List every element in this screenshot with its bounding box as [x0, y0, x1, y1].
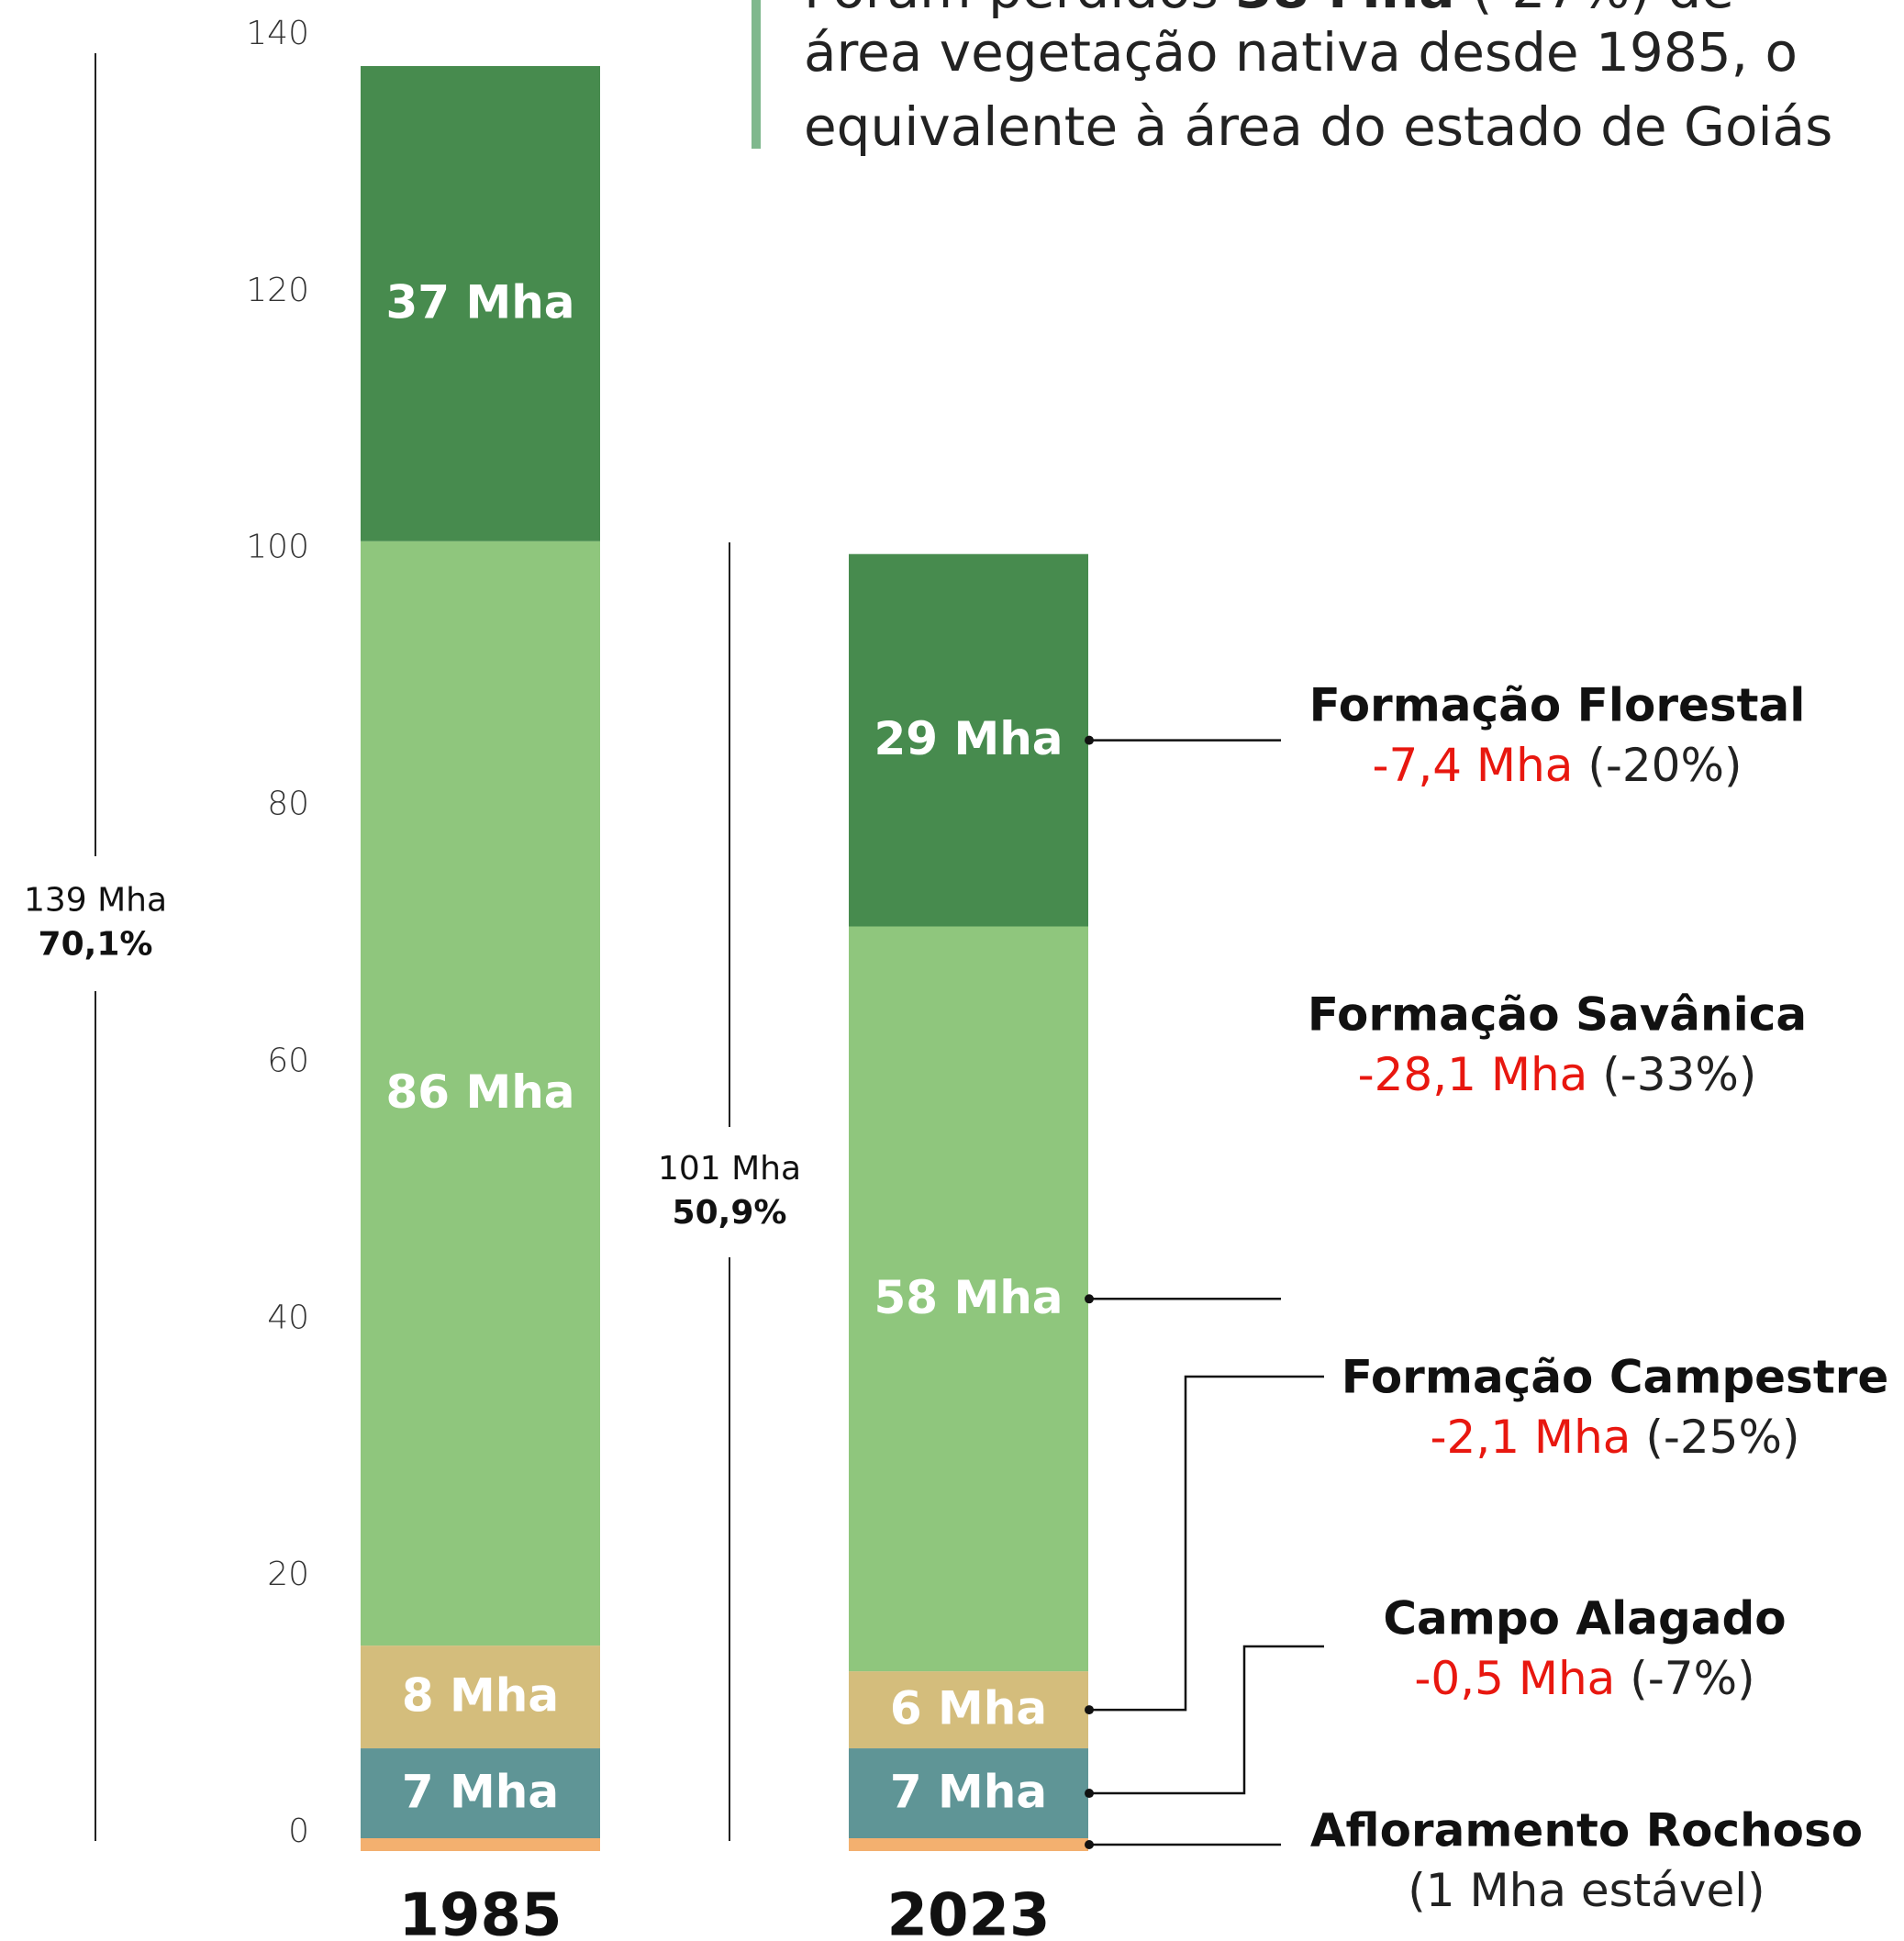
y-tick-label: 140 — [246, 15, 309, 52]
value-label: 7 Mha — [402, 1766, 559, 1819]
change-percent: (-25%) — [1645, 1411, 1799, 1464]
connector-dot — [1085, 1705, 1094, 1715]
y-tick-label: 60 — [267, 1042, 309, 1079]
bar-segment — [361, 1645, 600, 1749]
bar-segment — [361, 541, 600, 1646]
y-tick-label: 100 — [246, 529, 309, 566]
headline-bold: 38 Mha — [1235, 0, 1454, 20]
connector-dot — [1085, 1789, 1094, 1799]
headline-line: área vegetação nativa desde 1985, o — [804, 21, 1798, 84]
legend-label: Formação Florestal — [1309, 679, 1806, 732]
headline-line: equivalente à área do estado de Goiás — [804, 95, 1832, 158]
value-label: 29 Mha — [874, 712, 1063, 765]
total-percent: 50,9% — [673, 1194, 787, 1232]
legend-label: Campo Alagado — [1383, 1592, 1786, 1645]
y-tick-label: 40 — [267, 1299, 309, 1336]
headline-text: Foram perdidos — [804, 0, 1235, 20]
bar-segment — [849, 1838, 1088, 1851]
connector-dot — [1085, 1840, 1094, 1850]
legend-label: Formação Campestre — [1342, 1351, 1889, 1404]
total-percent: 70,1% — [39, 926, 153, 964]
change-label: (1 Mha estável) — [1408, 1864, 1765, 1917]
bar-segment — [361, 1838, 600, 1851]
change-percent: (-20%) — [1587, 739, 1742, 792]
change-value: -28,1 Mha — [1358, 1048, 1588, 1101]
bar-segment — [849, 1748, 1088, 1839]
value-label: 58 Mha — [874, 1271, 1063, 1324]
value-label: 7 Mha — [890, 1766, 1047, 1819]
legend-label: Formação Savânica — [1308, 988, 1807, 1042]
bar-segment — [849, 1671, 1088, 1749]
bar-segment — [849, 926, 1088, 1672]
value-label: 37 Mha — [385, 275, 574, 329]
change-label: -0,5 Mha (-7%) — [1414, 1652, 1754, 1705]
connector — [1089, 1645, 1324, 1795]
change-note: (1 Mha estável) — [1408, 1864, 1765, 1917]
value-label: 6 Mha — [890, 1682, 1047, 1735]
y-tick-label: 20 — [267, 1556, 309, 1593]
change-label: -28,1 Mha (-33%) — [1358, 1048, 1757, 1101]
change-percent: (-7%) — [1630, 1652, 1754, 1705]
change-value: -7,4 Mha — [1372, 739, 1573, 792]
headline-bar — [752, 0, 761, 149]
change-percent: (-33%) — [1602, 1048, 1756, 1101]
x-tick-label: 2023 — [886, 1882, 1050, 1941]
change-value: -0,5 Mha — [1414, 1652, 1615, 1705]
total-label: 139 Mha — [24, 882, 167, 920]
change-value: -2,1 Mha — [1430, 1411, 1631, 1464]
value-label: 86 Mha — [385, 1065, 574, 1119]
connector-dot — [1085, 735, 1094, 745]
bar-segment — [849, 553, 1088, 927]
headline-line: Foram perdidos 38 Mha (-27%) de — [804, 0, 1734, 20]
y-tick-label: 0 — [288, 1813, 309, 1850]
change-label: -7,4 Mha (-20%) — [1372, 739, 1742, 792]
connector-dot — [1085, 1294, 1094, 1304]
total-label: 101 Mha — [658, 1150, 801, 1188]
y-tick-label: 120 — [246, 272, 309, 309]
x-tick-label: 1985 — [398, 1882, 562, 1941]
y-tick-label: 80 — [267, 786, 309, 823]
bar-segment — [361, 65, 600, 541]
value-label: 8 Mha — [402, 1669, 559, 1723]
change-label: -2,1 Mha (-25%) — [1430, 1411, 1799, 1464]
connector — [1089, 1375, 1324, 1712]
legend-label: Afloramento Rochoso — [1310, 1804, 1863, 1857]
headline-text: (-27%) de — [1454, 0, 1733, 20]
bar-segment — [361, 1748, 600, 1839]
